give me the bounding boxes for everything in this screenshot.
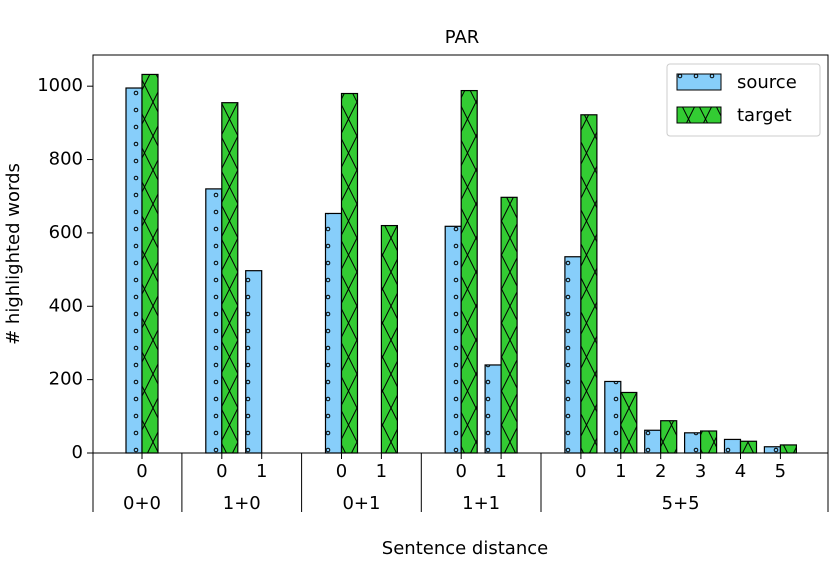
- x-tick-label: 0: [575, 461, 586, 482]
- chart-title: PAR: [445, 27, 480, 48]
- x-tick-label: 0: [336, 461, 347, 482]
- y-tick-label: 200: [49, 369, 83, 390]
- x-tick-label: 3: [695, 461, 706, 482]
- y-tick-label: 600: [49, 222, 83, 243]
- bar: [324, 212, 343, 454]
- bar: [340, 92, 359, 454]
- bar: [739, 440, 758, 454]
- bar: [580, 114, 598, 454]
- x-tick-label: 1: [256, 461, 267, 482]
- bar: [620, 391, 638, 454]
- y-tick-label: 400: [49, 295, 83, 316]
- bar: [221, 102, 239, 454]
- y-tick-label: 0: [72, 442, 83, 463]
- bar: [380, 224, 398, 454]
- legend-swatch: [676, 73, 722, 91]
- bar: [683, 432, 702, 454]
- x-tick-label: 2: [655, 461, 666, 482]
- group-label: 0+1: [342, 493, 380, 514]
- bar: [245, 270, 263, 454]
- bar: [141, 73, 159, 454]
- legend-label: source: [737, 72, 797, 93]
- plot-frame: [92, 54, 829, 454]
- x-tick-label: 1: [495, 461, 506, 482]
- bar: [763, 446, 782, 454]
- legend-label: target: [737, 105, 792, 126]
- bar: [604, 380, 622, 454]
- y-tick-label: 1000: [37, 75, 83, 96]
- bar: [125, 87, 143, 454]
- bar: [444, 225, 462, 454]
- bar: [564, 256, 582, 454]
- x-tick-label: 0: [136, 461, 147, 482]
- y-tick-label: 800: [49, 149, 83, 170]
- x-tick-label: 4: [735, 461, 746, 482]
- y-axis-label: # highlighted words: [3, 163, 24, 345]
- bar: [484, 364, 502, 454]
- x-tick-label: 0: [216, 461, 227, 482]
- x-tick-label: 1: [615, 461, 626, 482]
- bar: [699, 430, 718, 454]
- bar: [779, 444, 798, 454]
- group-label: 1+1: [462, 493, 500, 514]
- bar: [500, 196, 518, 454]
- bar: [205, 188, 223, 454]
- bar: [723, 438, 742, 454]
- bar: [660, 420, 678, 454]
- x-tick-label: 5: [775, 461, 786, 482]
- x-tick-label: 1: [376, 461, 387, 482]
- bar: [644, 429, 662, 454]
- group-label: 1+0: [223, 493, 261, 514]
- x-axis-label: Sentence distance: [382, 538, 548, 559]
- group-label: 5+5: [662, 493, 700, 514]
- x-tick-label: 0: [455, 461, 466, 482]
- bar: [460, 89, 478, 454]
- group-label: 0+0: [123, 493, 161, 514]
- legend-swatch: [676, 106, 722, 124]
